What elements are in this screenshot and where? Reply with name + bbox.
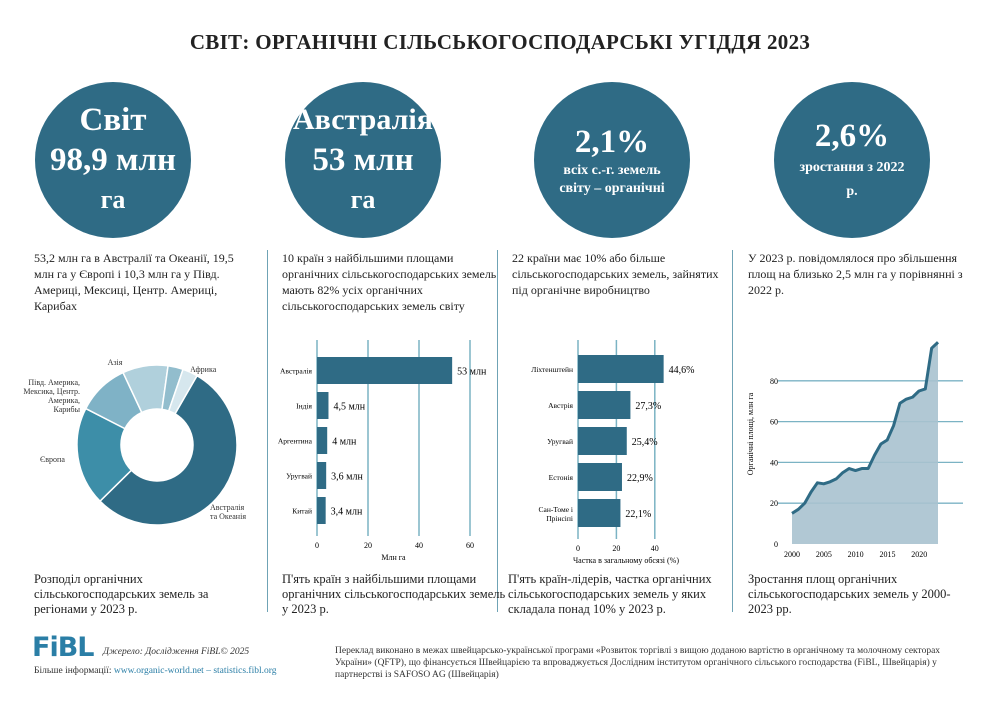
data-label: 27,3% (635, 401, 661, 412)
more-info: Більше інформації: www.organic-world.net… (34, 665, 276, 677)
x-tick-label: 2015 (879, 550, 895, 559)
stat-circle-world: Світ 98,9 млн га (35, 82, 191, 238)
bar (578, 463, 622, 491)
x-tick-label: 0 (315, 541, 319, 550)
bar (317, 462, 327, 489)
stat-circle-share: 2,1% всіх с.-г. земель світу – органічні (534, 82, 690, 238)
y-tick-label: 40 (770, 458, 778, 467)
stat-value: 98,9 млн (49, 142, 176, 178)
x-tick-label: 2000 (784, 550, 800, 559)
bar-chart-top-countries: 0 20 40 60 Млн га Австралія 53 млн Індія 4,5 млн… (278, 340, 487, 562)
x-tick-label: 2010 (848, 550, 864, 559)
category-label: Аргентина (278, 437, 313, 446)
y-tick-label: 20 (770, 499, 778, 508)
pie-label: Півд. Америка, Мексика, Центр. Америка, Кар… (23, 378, 80, 414)
bar (578, 391, 631, 419)
series-line (791, 341, 940, 515)
x-tick-label: 0 (576, 544, 580, 553)
stat-desc: зростання з 2022 р. (799, 160, 905, 199)
more-info-label: Більше інформації: (34, 666, 112, 676)
bar (317, 427, 328, 454)
area-fill (792, 342, 938, 544)
category-label: Китай (292, 507, 312, 516)
bar (578, 355, 664, 383)
caption-bar1: П'ять країн з найбільшими площами органі… (282, 572, 506, 616)
stat-value: 2,6% (814, 118, 890, 154)
data-label: 3,6 млн (331, 472, 363, 483)
source-text: Джерело: Дослідження FiBL© 2025 (103, 647, 250, 657)
x-tick-label: 20 (612, 544, 620, 553)
pie-label: Європа (40, 455, 65, 464)
x-axis-label: Частка в загальному обсязі (%) (573, 556, 679, 565)
bar-chart-share-leaders: 0 20 40 Частка в загальному обсязі (%) Ліхте… (531, 340, 695, 565)
data-label: 3,4 млн (331, 507, 363, 518)
paragraph-growth: У 2023 р. повідомлялося про збільшення п… (748, 251, 963, 297)
y-tick-label: 0 (774, 540, 778, 549)
category-label: Естонія (549, 473, 574, 482)
bar (578, 427, 627, 455)
data-label: 25,4% (632, 437, 658, 448)
x-tick-label: 40 (651, 544, 659, 553)
data-label: 53 млн (457, 367, 487, 378)
data-label: 4 млн (332, 437, 357, 448)
bar (317, 392, 329, 419)
page-title: СВІТ: ОРГАНІЧНІ СІЛЬСЬКОГОСПОДАРСЬКІ УГІ… (189, 30, 811, 54)
bar (317, 357, 453, 384)
stat-circle-australia: Австралія 53 млн га (285, 82, 441, 238)
category-label: Уругвай (547, 437, 573, 446)
pie-chart-regions: Австралія та Океанія Європа Півд. Америка, М… (23, 358, 246, 526)
data-label: 22,1% (625, 509, 651, 520)
category-label: Уругвай (286, 472, 312, 481)
paragraph-world: 53,2 млн га в Австралії та Океанії, 19,5… (34, 251, 234, 313)
caption-area: Зростання площ органічних сільськогоспод… (748, 572, 951, 616)
category-label: Ліхтенштейн (531, 365, 573, 374)
area-chart-growth: 0 20 40 60 80 2000 2005 2010 2015 2020 Органічні п… (746, 341, 963, 559)
y-tick-label: 60 (770, 418, 778, 427)
data-label: 44,6% (669, 365, 695, 376)
y-tick-label: 80 (770, 377, 778, 386)
category-label: Сан-Томе і Прінсіпі (538, 505, 573, 523)
category-label: Індія (296, 402, 312, 411)
pie-slice (98, 374, 238, 526)
x-tick-label: 20 (364, 541, 372, 550)
pie-label: Африка (190, 365, 217, 374)
y-axis-label: Органічні площі, млн га (746, 392, 755, 475)
x-tick-label: 40 (415, 541, 423, 550)
stat-desc: всіх с.-г. земель світу – органічні (559, 163, 665, 196)
paragraph-share: 22 країни має 10% або більше сільськогос… (512, 251, 719, 297)
more-info-link[interactable]: www.organic-world.net – statistics.fibl.… (113, 666, 277, 676)
fibl-logo: FiBL (32, 632, 94, 663)
translation-note: Переклад виконано в межах швейцарсько-ук… (335, 646, 941, 680)
bar (317, 497, 326, 524)
pie-slice (167, 368, 199, 415)
x-axis-label: Млн га (381, 553, 406, 562)
stat-unit: га (350, 185, 376, 214)
category-label: Австрія (548, 401, 573, 410)
divider (267, 250, 268, 612)
stat-unit: га (100, 185, 126, 214)
divider (497, 250, 498, 612)
data-label: 4,5 млн (333, 402, 365, 413)
caption-bar2: П'ять країн-лідерів, частка органічних с… (508, 572, 712, 616)
caption-pie: Розподіл органічних сільськогосподарськи… (34, 572, 209, 616)
stat-label: Світ (79, 102, 147, 138)
category-label: Австралія (280, 367, 313, 376)
stat-value: 53 млн (312, 142, 414, 178)
bar (578, 499, 621, 527)
divider (732, 250, 733, 612)
x-tick-label: 60 (466, 541, 474, 550)
stat-label: Австралія (293, 103, 433, 136)
x-tick-label: 2005 (816, 550, 832, 559)
pie-label: Азія (108, 358, 123, 367)
x-tick-label: 2020 (911, 550, 927, 559)
paragraph-top10: 10 країн з найбільшими площами органічни… (282, 251, 497, 313)
data-label: 22,9% (627, 473, 653, 484)
pie-label: Австралія та Океанія (210, 503, 246, 521)
stat-circle-growth: 2,6% зростання з 2022 р. (774, 82, 930, 238)
stat-value: 2,1% (574, 124, 650, 160)
